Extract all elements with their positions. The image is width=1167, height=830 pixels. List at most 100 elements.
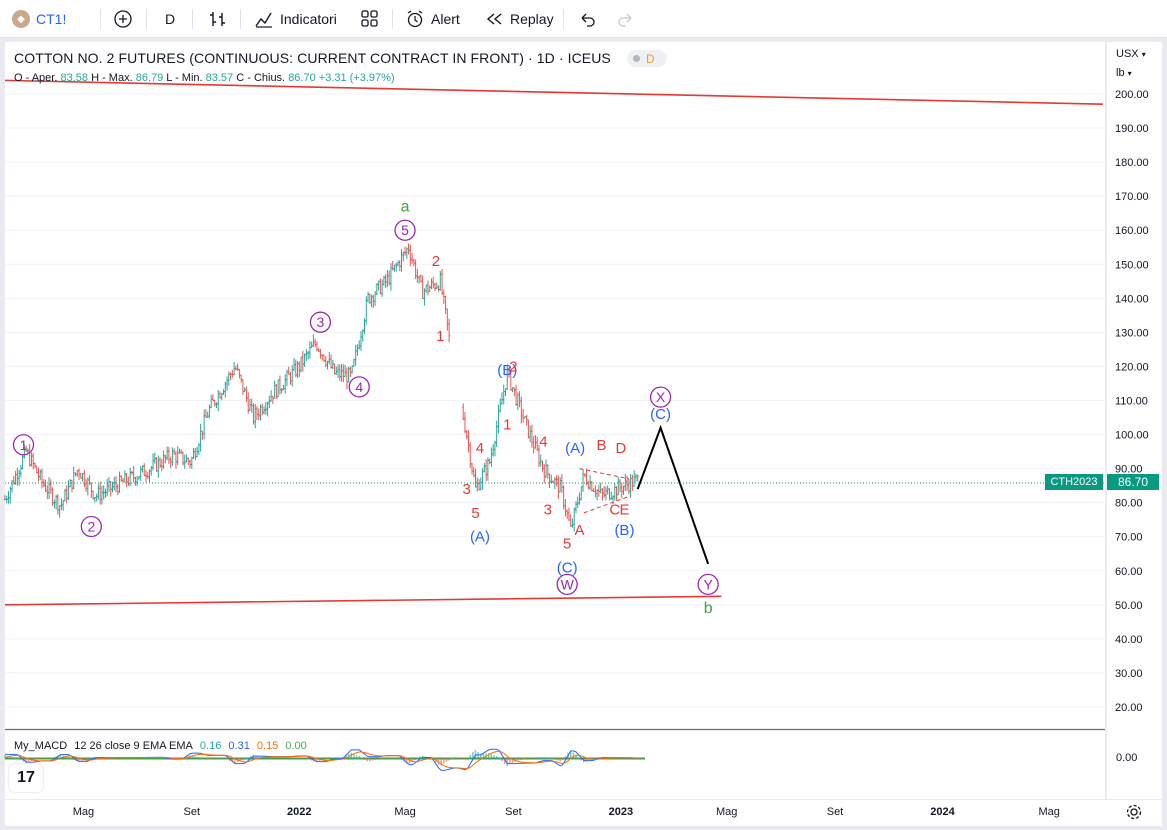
wave-label-circle	[348, 376, 370, 398]
alert-button[interactable]: Alert	[405, 7, 460, 31]
last-ticker-tag: CTH2023	[1045, 474, 1103, 490]
wave-label-circle	[556, 573, 578, 596]
price-tick-label: 160.00	[1115, 225, 1149, 237]
toolbar-divider	[100, 9, 101, 29]
price-tick-label: 190.00	[1115, 123, 1149, 135]
redo-button[interactable]	[615, 7, 635, 31]
bar-chart-type-icon	[210, 12, 225, 26]
symbol-logo-icon: ◆	[12, 10, 30, 28]
ohlc-values: O - Aper. 83.58 H - Max. 86.79 L - Min. …	[14, 72, 395, 84]
currency-label: USX	[1116, 48, 1139, 60]
price-pane-background	[5, 42, 1105, 728]
status-dot-icon	[633, 55, 640, 62]
redo-icon	[618, 13, 632, 27]
wave-label: 1	[436, 328, 444, 345]
price-tick-label: 40.00	[1115, 634, 1143, 646]
legend-status-badge[interactable]: D	[627, 50, 667, 67]
triangle-lower-line	[583, 495, 631, 514]
change-value: +3.31 (+3.97%)	[318, 72, 395, 84]
wave-label: D	[616, 440, 627, 457]
price-tick-label: 110.00	[1115, 396, 1148, 408]
projection-line	[636, 424, 710, 565]
time-axis-ticks: Mag Set 2022 Mag Set 2023 Mag Set 2024 Mag	[73, 806, 1060, 818]
price-tick-label: 150.00	[1115, 259, 1149, 271]
wave-label-circle	[12, 434, 35, 456]
chart-frame: 1 2 3 4 5 a 2 1 4 3 5 (A) (B) 2 1 4 3 5 (C) W (A) A B D C E (B) X (C…	[0, 38, 1167, 830]
toolbar-divider	[563, 9, 564, 29]
price-tick-label: 70.00	[1115, 532, 1143, 544]
macd-value-3: 0.15	[256, 740, 279, 752]
price-tick-label: 90.00	[1115, 464, 1143, 476]
triangle-upper-line	[579, 468, 629, 480]
wave-label: 1	[503, 416, 511, 433]
currency-selector[interactable]: USX ▾	[1116, 48, 1146, 60]
high-value: 86.79	[135, 72, 164, 84]
trendline	[4, 79, 1103, 106]
alarm-clock-icon	[407, 10, 423, 28]
time-tick-label: 2023	[609, 806, 633, 818]
symbol-search-button[interactable]: ◆ CT1!	[12, 7, 66, 31]
price-tick-label: 170.00	[1115, 191, 1149, 203]
wave-label: 5	[401, 222, 409, 238]
wave-label: C	[609, 501, 620, 518]
price-tick-label: 50.00	[1115, 600, 1143, 612]
indicators-icon	[255, 12, 272, 28]
replay-button[interactable]: Replay	[484, 7, 554, 31]
wave-label: 2	[432, 253, 440, 270]
macd-name: My_MACD	[14, 740, 68, 752]
time-tick-label: 2024	[930, 806, 955, 818]
low-value: 83.57	[205, 72, 234, 84]
unit-selector[interactable]: lb ▾	[1116, 67, 1132, 79]
price-tick-label: 100.00	[1115, 430, 1149, 442]
wave-label-circle	[394, 219, 416, 241]
interval-button[interactable]: D	[165, 7, 175, 31]
macd-value-4: 0.00	[285, 740, 307, 752]
time-tick-label: Mag	[73, 806, 94, 818]
price-tick-label: 60.00	[1115, 566, 1143, 578]
chevron-down-icon: ▾	[1141, 50, 1146, 59]
wave-label: 4	[539, 433, 547, 450]
trendlines	[4, 79, 1103, 606]
price-bars	[3, 243, 639, 532]
wave-label-circle	[80, 515, 103, 538]
wave-label: 2	[87, 519, 95, 535]
status-letter: D	[646, 51, 655, 66]
wave-label: (A)	[565, 440, 585, 457]
time-tick-label: Set	[505, 806, 522, 818]
trendline	[4, 595, 722, 606]
settings-gear-icon[interactable]	[1125, 803, 1143, 826]
chart-grid	[5, 93, 1105, 708]
toolbar-divider	[192, 9, 193, 29]
layouts-button[interactable]	[360, 7, 380, 31]
toolbar-divider	[392, 9, 393, 29]
wave-label: (A)	[470, 529, 490, 546]
wave-label: b	[704, 600, 713, 617]
wave-label: E	[619, 501, 629, 518]
macd-legend[interactable]: My_MACD 12 26 close 9 EMA EMA 0.16 0.31 …	[14, 740, 311, 752]
replay-label: Replay	[510, 11, 554, 27]
chart-type-button[interactable]	[208, 7, 228, 31]
price-tick-label: 130.00	[1115, 327, 1149, 339]
wave-label-circle	[649, 386, 672, 408]
price-tick-label: 80.00	[1115, 498, 1143, 510]
interval-label: D	[165, 11, 176, 27]
wave-label: 5	[563, 536, 571, 553]
time-tick-label: Set	[184, 806, 201, 818]
wave-label: X	[656, 389, 666, 405]
open-value: 83.58	[60, 72, 89, 84]
price-tick-label: 200.00	[1115, 89, 1149, 101]
wave-label: 1	[20, 437, 28, 453]
compare-button[interactable]	[113, 7, 133, 31]
chevron-down-icon: ▾	[1127, 69, 1132, 78]
time-tick-label: Mag	[716, 806, 737, 818]
price-tick-label: 30.00	[1115, 668, 1143, 680]
indicators-button[interactable]: Indicatori	[254, 7, 337, 31]
tradingview-logo-icon[interactable]: 17	[9, 764, 43, 792]
time-tick-label: Set	[827, 806, 844, 818]
open-label: O - Aper.	[14, 72, 58, 84]
wave-label: A	[575, 522, 585, 539]
macd-value-2: 0.31	[228, 740, 250, 752]
undo-button[interactable]	[578, 7, 598, 31]
